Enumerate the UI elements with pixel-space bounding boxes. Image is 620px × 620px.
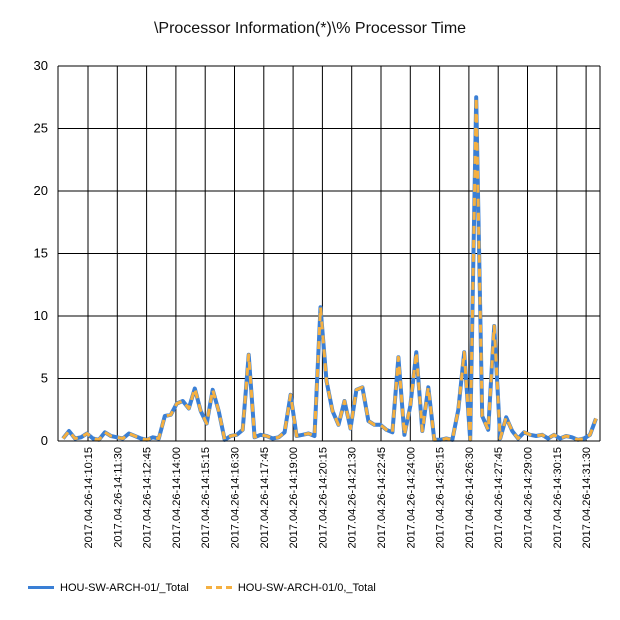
x-tick-label: 2017.04.26-14:26:30 <box>464 447 476 549</box>
legend-swatch-series-1 <box>28 586 54 589</box>
legend-swatch-series-2 <box>205 586 232 589</box>
grid-lines <box>58 65 600 442</box>
x-tick-label: 2017.04.26-14:12:45 <box>142 447 154 549</box>
x-tick-label: 2017.04.26-14:10:15 <box>83 447 95 549</box>
y-tick-label: 30 <box>34 58 48 73</box>
y-tick-label: 25 <box>34 121 48 136</box>
series-lines <box>61 95 598 442</box>
y-tick-label: 0 <box>41 433 48 448</box>
legend-label-series-1: HOU-SW-ARCH-01/_Total <box>60 581 189 594</box>
x-tick-label: 2017.04.26-14:21:30 <box>347 447 359 549</box>
axes <box>57 66 601 442</box>
x-tick-label: 2017.04.26-14:30:15 <box>552 447 564 549</box>
series-line-1 <box>61 95 598 442</box>
x-tick-label: 2017.04.26-14:29:00 <box>523 447 535 549</box>
y-tick-label: 5 <box>41 371 48 386</box>
x-tick-label: 2017.04.26-14:14:00 <box>171 447 183 549</box>
legend: HOU-SW-ARCH-01/_Total HOU-SW-ARCH-01/0,_… <box>28 580 390 594</box>
series-line-2 <box>61 95 598 442</box>
x-tick-label: 2017.04.26-14:16:30 <box>230 447 242 549</box>
x-tick-label: 2017.04.26-14:31:30 <box>581 447 593 549</box>
x-tick-label: 2017.04.26-14:19:00 <box>288 447 300 549</box>
y-tick-label: 15 <box>34 246 48 261</box>
x-tick-label: 2017.04.26-14:15:15 <box>200 447 212 549</box>
y-tick-label: 10 <box>34 308 48 323</box>
legend-item-series-1[interactable]: HOU-SW-ARCH-01/_Total <box>28 582 189 594</box>
y-axis-ticks: 0 5 10 15 20 25 30 <box>34 58 48 448</box>
x-tick-label: 2017.04.26-14:24:00 <box>405 447 417 549</box>
x-tick-label: 2017.04.26-14:22:45 <box>376 447 388 549</box>
chart-title: \Processor Information(*)\% Processor Ti… <box>153 20 467 37</box>
x-tick-label: 2017.04.26-14:11:30 <box>112 447 124 548</box>
legend-item-series-2[interactable]: HOU-SW-ARCH-01/0,_Total <box>205 581 376 594</box>
x-tick-label: 2017.04.26-14:27:45 <box>493 447 505 549</box>
x-axis-ticks: 2017.04.26-14:10:15 2017.04.26-14:11:30 20… <box>83 447 593 549</box>
x-tick-label: 2017.04.26-14:17:45 <box>259 447 271 549</box>
x-tick-label: 2017.04.26-14:25:15 <box>435 447 447 549</box>
y-tick-label: 20 <box>34 183 48 198</box>
x-tick-label: 2017.04.26-14:20:15 <box>317 447 329 549</box>
legend-label-series-2: HOU-SW-ARCH-01/0,_Total <box>237 581 376 594</box>
